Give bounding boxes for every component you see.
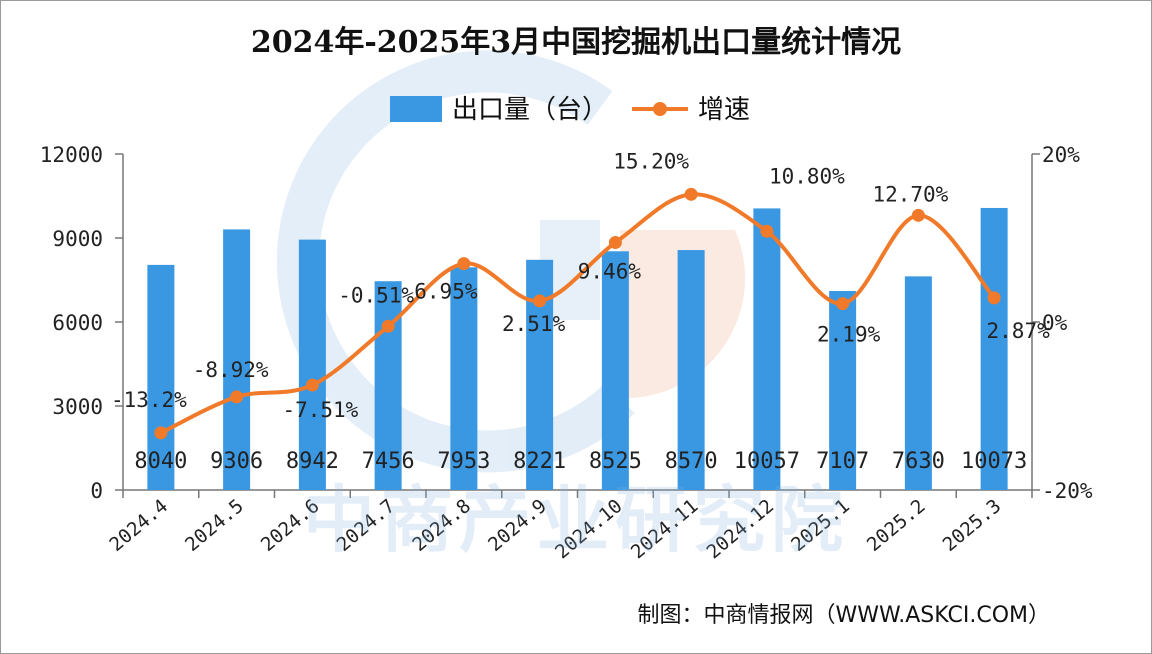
x-tick-label: 2025.2 bbox=[863, 495, 930, 556]
bar-value-label: 7107 bbox=[816, 449, 869, 474]
y-left-tick-label: 9000 bbox=[52, 227, 103, 251]
line-point bbox=[836, 297, 850, 311]
line-point bbox=[684, 187, 698, 201]
legend: 出口量（台） 增速 bbox=[390, 95, 750, 125]
y-right-tick-label: -20% bbox=[1042, 479, 1093, 503]
line-value-label: -8.92% bbox=[193, 358, 269, 382]
line-value-label: 10.80% bbox=[769, 164, 845, 188]
line-point bbox=[608, 236, 622, 250]
bar-value-label: 9306 bbox=[210, 449, 263, 474]
bar bbox=[601, 251, 629, 490]
line-point bbox=[457, 257, 471, 271]
bar-value-label: 7953 bbox=[437, 449, 490, 474]
line-point bbox=[533, 294, 547, 308]
y-right-tick-label: 20% bbox=[1042, 143, 1080, 167]
bar-value-label: 8525 bbox=[589, 449, 642, 474]
line-point bbox=[154, 426, 168, 440]
bar bbox=[980, 207, 1008, 490]
line-point bbox=[760, 224, 774, 238]
bar-value-label: 10073 bbox=[961, 449, 1027, 474]
line-value-label: 2.51% bbox=[502, 312, 566, 336]
y-left-tick-label: 0 bbox=[90, 479, 103, 503]
line-value-label: -0.51% bbox=[338, 283, 414, 307]
bar-series bbox=[147, 207, 1008, 491]
bar-value-label: 7456 bbox=[362, 449, 415, 474]
y-right-tick-label: 0% bbox=[1042, 311, 1068, 335]
bar bbox=[904, 276, 932, 490]
line-value-label: 9.46% bbox=[578, 260, 642, 284]
bar bbox=[450, 267, 478, 490]
x-tick-label: 2024.5 bbox=[181, 495, 248, 556]
line-series bbox=[154, 187, 1001, 440]
line-value-label: 15.20% bbox=[613, 149, 689, 173]
line-point bbox=[911, 208, 925, 222]
bar bbox=[753, 208, 781, 491]
bar bbox=[829, 291, 857, 490]
line-value-label: 6.95% bbox=[414, 280, 478, 304]
bar-value-label: 10057 bbox=[734, 449, 800, 474]
line-point bbox=[305, 378, 319, 392]
bar bbox=[223, 229, 251, 490]
data-labels: 8040 9306 8942 7456 7953 8221 8525 8570 10057 710… bbox=[111, 149, 1050, 474]
bar bbox=[677, 250, 705, 490]
legend-line-marker bbox=[653, 102, 667, 116]
line-value-label: 2.19% bbox=[817, 323, 881, 347]
legend-line-label: 增速 bbox=[698, 95, 750, 125]
y-left-tick-label: 3000 bbox=[52, 395, 103, 419]
watermark-text: 中商产业研究院 bbox=[303, 478, 849, 562]
line-value-label: -7.51% bbox=[282, 398, 358, 422]
line-point bbox=[987, 291, 1001, 305]
bar-value-label: 8942 bbox=[286, 449, 339, 474]
bar-value-label: 8221 bbox=[513, 449, 566, 474]
legend-bar-label: 出口量（台） bbox=[452, 95, 608, 125]
line-value-label: 12.70% bbox=[872, 182, 948, 206]
bar bbox=[298, 239, 326, 490]
x-tick-label: 2024.4 bbox=[105, 495, 172, 556]
line-value-label: -13.2% bbox=[111, 388, 187, 412]
line-point bbox=[230, 390, 244, 404]
chart-title: 2024年-2025年3月中国挖掘机出口量统计情况 bbox=[251, 25, 901, 60]
bar bbox=[147, 264, 175, 490]
y-left-tick-label: 12000 bbox=[40, 143, 103, 167]
source-credit: 制图：中商情报网（WWW.ASKCI.COM） bbox=[638, 603, 1050, 628]
legend-bar-swatch bbox=[390, 96, 442, 122]
line-point bbox=[381, 319, 395, 333]
line-value-label: 2.87% bbox=[987, 319, 1051, 343]
bar-value-label: 8040 bbox=[134, 449, 187, 474]
x-tick-label: 2025.3 bbox=[939, 495, 1006, 556]
bar-value-label: 8570 bbox=[665, 449, 718, 474]
bar-value-label: 7630 bbox=[892, 449, 945, 474]
y-left-tick-label: 6000 bbox=[52, 311, 103, 335]
